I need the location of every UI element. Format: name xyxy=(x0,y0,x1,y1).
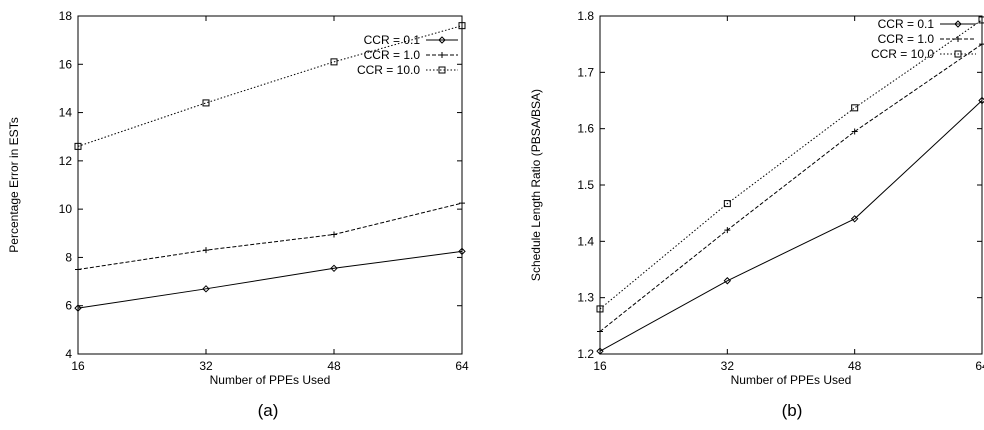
chart-b-data-point xyxy=(596,305,604,313)
chart-a-series-2 xyxy=(75,200,465,273)
chart-b: 1.2 1.3 1.4 1.5 1.6 1.7 1.8 16 32 48 64 Number of P… xyxy=(529,9,984,420)
chart-b-legend-label: CCR = 0.1 xyxy=(878,17,935,31)
chart-a-y-tick-label: 14 xyxy=(59,106,73,120)
chart-a-series-line xyxy=(77,202,463,270)
chart-a-data-point xyxy=(203,247,209,254)
chart-a-data-point xyxy=(202,99,210,107)
chart-a-series-line xyxy=(77,250,463,309)
chart-b-y-axis-label: Schedule Length Ratio (PBSA/BSA) xyxy=(529,89,543,281)
chart-b-data-point xyxy=(851,128,858,135)
chart-b-y-tick-label: 1.8 xyxy=(577,9,594,23)
chart-a-data-point xyxy=(74,304,82,312)
chart-a-x-tick-label: 48 xyxy=(327,359,341,373)
chart-a-caption: (a) xyxy=(258,401,279,420)
chart-b-data-point xyxy=(596,347,604,355)
chart-a-y-tick-label: 8 xyxy=(65,250,72,264)
chart-b-x-axis-label: Number of PPEs Used xyxy=(731,373,852,387)
chart-b-plot-frame xyxy=(599,15,983,355)
chart-b-y-tick-label: 1.7 xyxy=(577,65,594,79)
chart-b-data-point xyxy=(978,16,984,24)
chart-b-legend-label: CCR = 10.0 xyxy=(871,47,934,61)
chart-b-data-point xyxy=(978,96,984,105)
chart-b-y-tick-label: 1.3 xyxy=(577,291,594,305)
chart-b-data-point xyxy=(724,227,731,234)
chart-a-series-3 xyxy=(74,22,466,150)
chart-a-legend-label: CCR = 1.0 xyxy=(364,48,421,62)
chart-a-data-point xyxy=(330,264,338,272)
chart-b-legend-marker xyxy=(954,50,962,58)
chart-a-data-point xyxy=(74,142,82,150)
chart-b-data-point xyxy=(979,41,984,48)
chart-a-data-point xyxy=(331,231,337,238)
chart-a-data-point xyxy=(330,58,338,66)
chart-b-series-2 xyxy=(597,41,984,335)
chart-b-x-tick-label: 64 xyxy=(975,359,984,373)
chart-a-legend-marker xyxy=(439,52,445,58)
chart-a-y-axis-label: Percentage Error in ESTs xyxy=(7,117,21,252)
chart-b-legend-marker xyxy=(955,36,961,42)
chart-b-y-tick-label: 1.5 xyxy=(577,178,594,192)
chart-b-series-1 xyxy=(596,96,984,355)
chart-b-series-3 xyxy=(596,16,984,313)
chart-b-legend-marker xyxy=(954,20,962,28)
chart-a-data-point xyxy=(459,200,465,207)
chart-b-data-point xyxy=(597,328,603,335)
chart-a-series-line xyxy=(77,25,463,147)
chart-a-series-1 xyxy=(74,247,466,312)
chart-b-y-tick-label: 1.4 xyxy=(577,234,594,248)
chart-a-x-axis-label: Number of PPEs Used xyxy=(210,373,331,387)
chart-a: 4 6 8 10 12 14 16 18 16 32 48 64 Number of PPEs Used… xyxy=(7,9,469,420)
chart-a-y-tick-label: 16 xyxy=(59,57,73,71)
chart-b-legend-label: CCR = 1.0 xyxy=(878,32,935,46)
chart-b-series-line xyxy=(599,43,983,332)
chart-b-x-tick-label: 48 xyxy=(848,359,862,373)
chart-a-data-point xyxy=(458,22,466,30)
chart-b-x-tick-label: 16 xyxy=(593,359,607,373)
chart-a-data-point xyxy=(458,247,466,256)
chart-a-y-tick-label: 4 xyxy=(65,347,72,361)
chart-a-x-tick-label: 64 xyxy=(455,359,469,373)
chart-b-data-point xyxy=(850,215,859,223)
chart-b-caption: (b) xyxy=(782,401,803,420)
chart-b-x-tick-label: 32 xyxy=(721,359,735,373)
chart-a-y-tick-label: 10 xyxy=(59,202,73,216)
chart-b-data-point xyxy=(723,200,731,208)
chart-a-y-tick-label: 6 xyxy=(65,299,72,313)
chart-b-series-line xyxy=(599,19,983,310)
chart-a-x-tick-label: 32 xyxy=(199,359,213,373)
chart-a-data-point xyxy=(202,285,210,293)
chart-a-y-tick-label: 12 xyxy=(59,154,73,168)
chart-a-legend-label: CCR = 10.0 xyxy=(357,63,420,77)
chart-a-legend-marker xyxy=(438,66,446,74)
chart-b-data-point xyxy=(723,277,732,285)
chart-a-y-tick-label: 18 xyxy=(59,9,73,23)
chart-a-legend-label: CCR = 0.1 xyxy=(364,33,421,47)
chart-b-y-tick-label: 1.2 xyxy=(577,347,594,361)
chart-a-plot-frame xyxy=(77,15,463,355)
chart-b-series-line xyxy=(599,100,983,352)
chart-a-x-tick-label: 16 xyxy=(71,359,85,373)
chart-b-y-tick-label: 1.6 xyxy=(577,122,594,136)
chart-a-legend-marker xyxy=(438,36,446,44)
chart-a-data-point xyxy=(75,266,81,273)
chart-b-data-point xyxy=(851,104,859,112)
